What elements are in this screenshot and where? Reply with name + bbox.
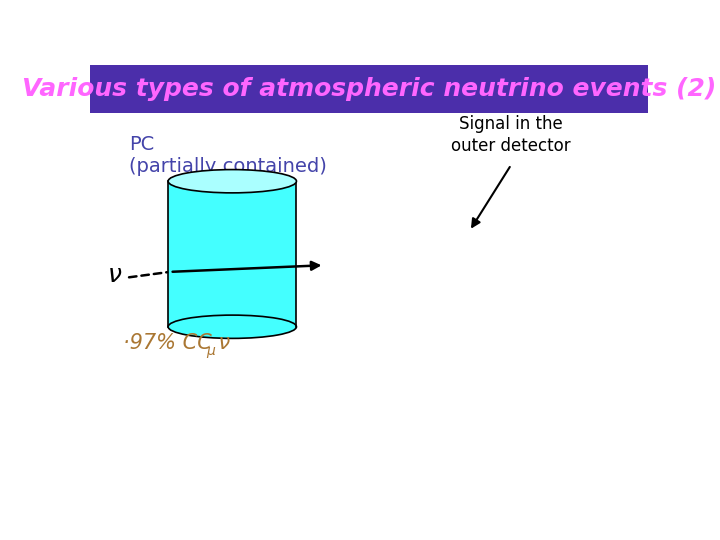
Text: $\nu$: $\nu$ — [107, 263, 123, 287]
Bar — [90, 65, 648, 113]
Text: PC
(partially contained): PC (partially contained) — [129, 136, 327, 177]
Text: Signal in the
outer detector: Signal in the outer detector — [451, 114, 571, 155]
Ellipse shape — [168, 170, 297, 193]
Text: Various types of atmospheric neutrino events (2): Various types of atmospheric neutrino ev… — [22, 77, 716, 101]
Ellipse shape — [168, 315, 297, 339]
Text: μ: μ — [206, 344, 215, 358]
Bar — [168, 181, 297, 327]
Text: ·97% CC ν: ·97% CC ν — [124, 333, 230, 353]
